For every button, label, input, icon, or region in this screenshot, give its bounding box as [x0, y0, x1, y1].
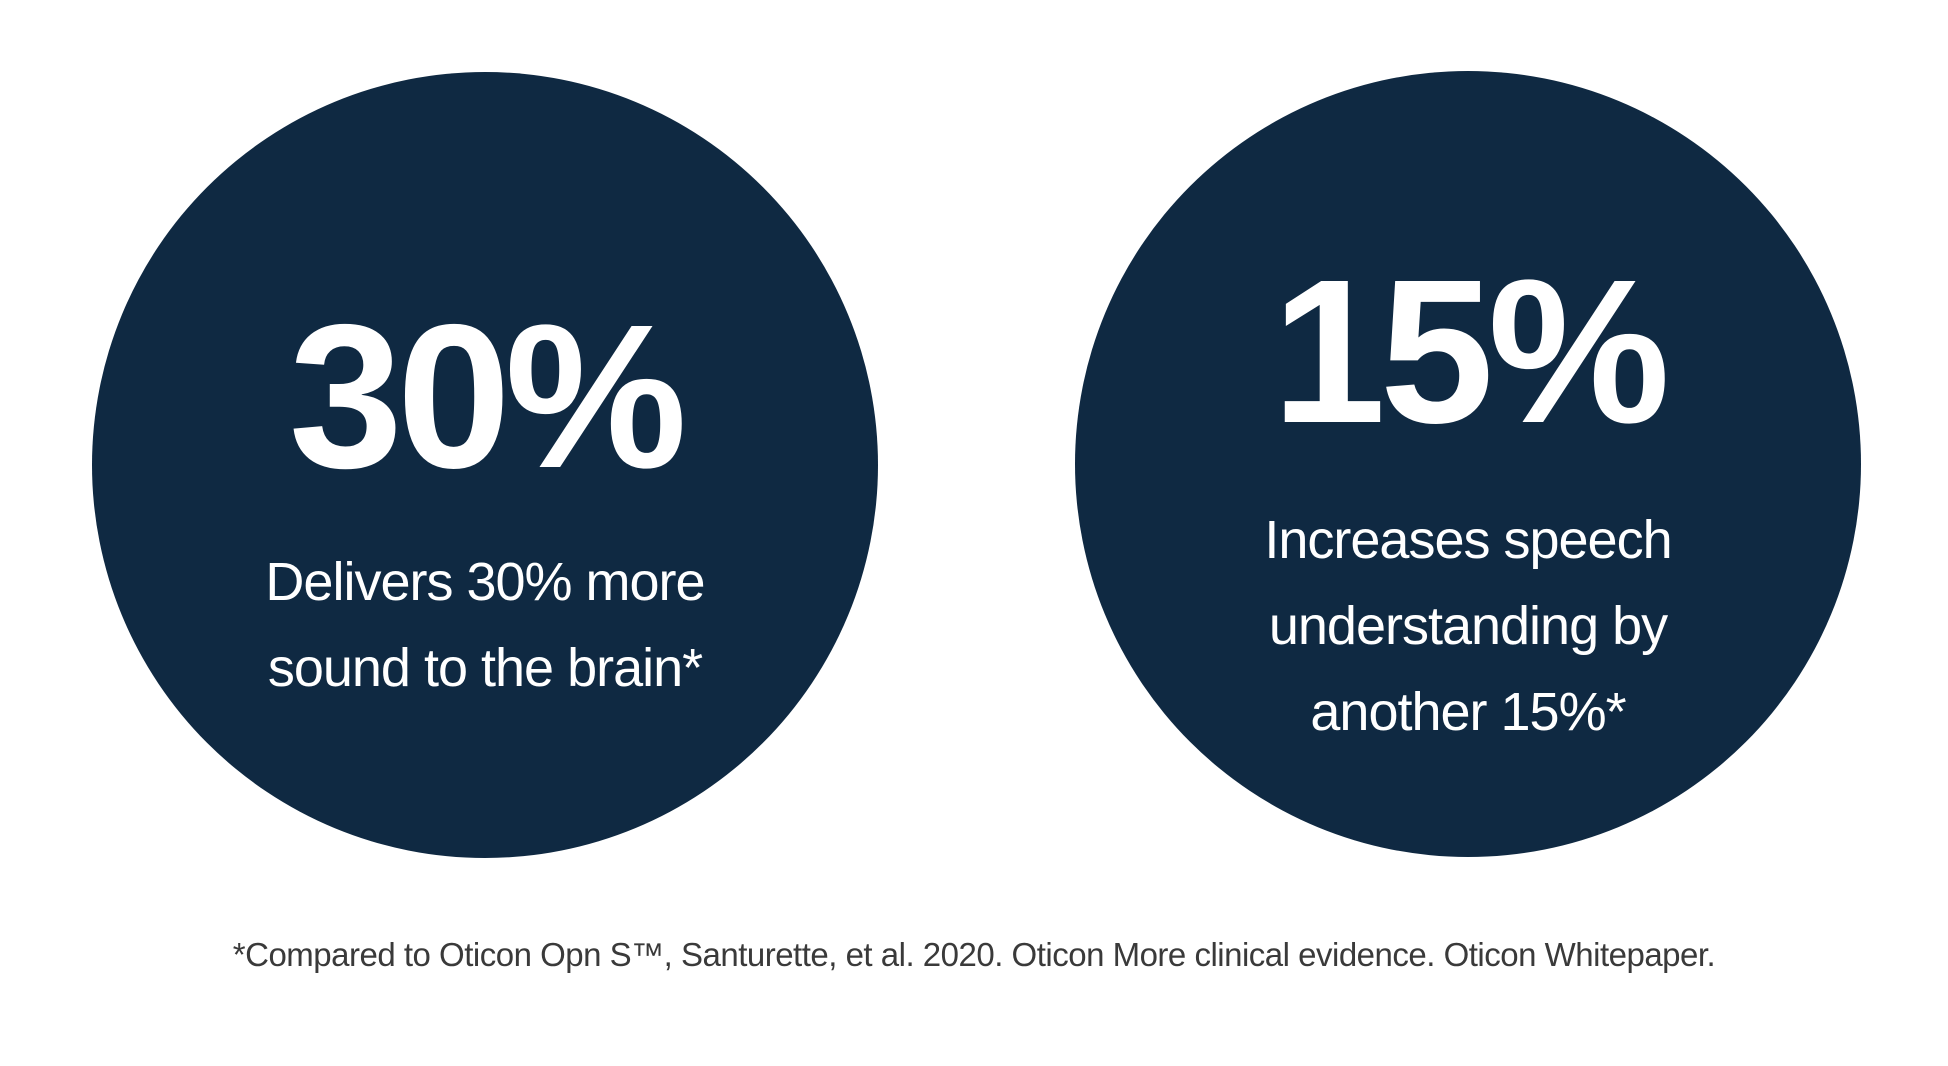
- stat-description-line: understanding by: [1268, 596, 1668, 656]
- stat-value: 15%: [1271, 237, 1670, 466]
- stat-circle-speech: 15% Increases speech understanding by an…: [1075, 71, 1861, 857]
- stat-circle-sound: 30% Delivers 30% more sound to the brain…: [92, 72, 878, 858]
- stat-value: 30%: [288, 282, 687, 511]
- footnote: *Compared to Oticon Opn S™, Santurette, …: [232, 936, 1716, 973]
- stat-description: Increases speech understanding by anothe…: [1075, 497, 1861, 755]
- stat-description-line: sound to the brain*: [267, 638, 703, 698]
- stat-description-line: another 15%*: [1310, 682, 1626, 742]
- stat-description-line: Increases speech: [1264, 510, 1672, 570]
- stat-description-line: Delivers 30% more: [265, 552, 705, 612]
- stat-description: Delivers 30% more sound to the brain*: [92, 539, 878, 711]
